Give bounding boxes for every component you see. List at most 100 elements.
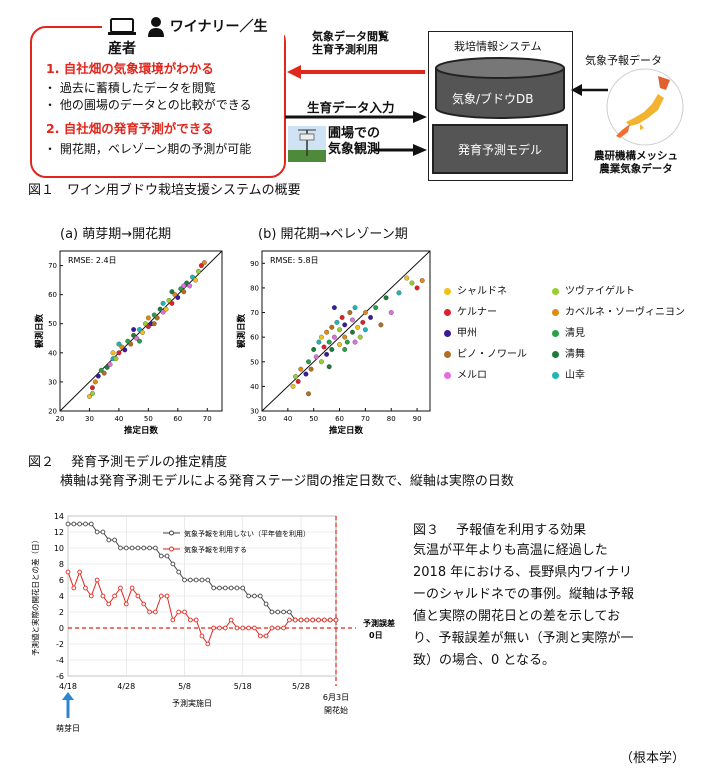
data-point [362,327,368,333]
series-point [252,593,257,599]
x-tick-label: 5/28 [292,682,310,691]
arrow-bot-label: 圃場での 気象観測 [328,126,380,158]
y-tick-label: 10 [54,544,64,553]
legend-item: カベルネ・ソーヴィニヨン [552,303,685,318]
series-point [193,617,199,623]
series-point [123,545,129,551]
y-tick-label: 70 [48,262,57,270]
data-point [142,321,148,327]
data-point [324,351,330,357]
arrow-top-label-2: 生育予測利用 [312,43,378,56]
y-tick-label: -6 [56,672,64,681]
series-point [153,545,158,551]
series-point [199,633,205,639]
mesh-label: 農研機構メッシュ 農業気象データ [594,150,678,176]
arrow-bot-label-2: 気象観測 [328,142,381,157]
data-point [184,280,190,286]
legend-label: ツヴァイゲルト [565,286,635,297]
series-point [263,601,269,607]
legend-marker-red [169,546,174,552]
series-point [182,609,187,615]
data-point [357,334,363,340]
series-point [211,585,217,591]
legend-swatch [552,350,559,358]
y-tick-label: 70 [250,309,259,317]
data-point [125,338,131,344]
data-point [131,327,137,332]
series-point [257,633,263,639]
data-point [89,391,95,396]
series-point [65,521,71,527]
bullet1a: ・ 過去に蓄積したデータを閲覧 [44,81,216,95]
data-point [163,306,169,312]
database-cylinder [435,57,565,119]
series-point [158,553,164,559]
data-point [350,317,355,323]
data-point [195,268,201,274]
data-point [388,310,394,315]
series-point [153,609,158,615]
series-point [176,569,182,575]
data-point [326,339,332,345]
system-title: 栽培情報システム [454,40,542,53]
series-point [170,561,176,567]
data-point [160,309,166,315]
data-point [181,289,187,295]
legend-swatch [552,329,559,337]
point2: 2. 自社畑の発育予測ができる [46,121,214,136]
series-point [135,593,141,599]
data-point [166,298,172,303]
series-point [222,585,228,591]
data-point [89,385,95,391]
legend-swatch [444,371,451,379]
legend-item: ケルナー [444,303,497,318]
x-tick-label: 50 [309,415,318,423]
series-point [141,545,147,551]
data-point [190,274,195,280]
data-point [137,338,142,344]
data-point [373,305,379,311]
series-point [217,625,222,631]
series-point [257,593,263,599]
mesh-label-1: 農研機構メッシュ [594,150,678,162]
series-point [263,633,269,639]
data-point [198,263,204,268]
series-point [71,521,77,527]
forecast-label: 気象予報データ [585,54,662,67]
legend-swatch [444,350,451,358]
x-tick-label: 4/28 [117,682,135,691]
data-point [134,335,140,341]
legend-item: ピノ・ノワール [444,345,527,360]
y-axis-label: 観測日数 [34,314,45,349]
series-point [94,529,100,535]
series-point [205,577,211,583]
series-point [100,529,106,535]
bloom-label-2: 開花始 [324,705,348,715]
data-point [419,278,425,283]
data-point [131,332,137,338]
series-point [292,617,298,623]
series-point [176,609,182,615]
x-tick-label: 50 [144,415,153,423]
legend-item: メルロ [444,366,487,381]
data-point [107,362,113,367]
legend-item: 清舞 [552,345,585,360]
series-point [112,593,117,599]
data-point [145,315,151,321]
model-label: 発育予測モデル [457,142,542,157]
series-point [71,585,77,591]
series-point [240,585,246,591]
y-tick-label: 60 [250,334,259,342]
series-point [147,545,152,551]
data-point [193,277,198,283]
db-label: 気象/ブドウDB [452,92,534,106]
fig3-caption-title: 図３ 予報値を利用する効果 [413,523,587,538]
x-tick-label: 90 [413,415,422,423]
fig1-caption: 図１ ワイン用ブドウ栽培支援システムの概要 [28,183,301,198]
data-point [151,312,157,318]
series-point [205,641,211,647]
y-tick-label: 50 [48,320,57,328]
data-point [329,324,335,330]
series-point [187,577,193,583]
